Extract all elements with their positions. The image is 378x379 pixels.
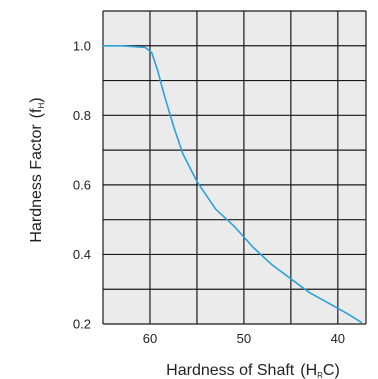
y-tick-labels: 0.2 0.4 0.6 0.8 1.0 xyxy=(73,38,91,331)
y-tick-label: 0.2 xyxy=(73,317,91,332)
y-tick-label: 0.4 xyxy=(73,247,91,262)
plot-background xyxy=(103,11,366,324)
x-tick-label: 50 xyxy=(237,331,251,346)
x-tick-label: 60 xyxy=(143,331,157,346)
x-axis-title: Hardness of Shaft (HRC) xyxy=(166,362,340,379)
x-tick-labels: 60 50 40 xyxy=(143,331,345,346)
y-tick-label: 1.0 xyxy=(73,38,91,53)
grid xyxy=(102,10,367,325)
y-axis-title: Hardness Factor(fH) xyxy=(28,97,46,242)
plot-area xyxy=(103,11,366,324)
y-tick-label: 0.6 xyxy=(73,177,91,192)
y-tick-label: 0.8 xyxy=(73,108,91,123)
series-layer xyxy=(102,45,363,324)
series-line-0 xyxy=(102,45,363,324)
x-tick-label: 40 xyxy=(331,331,345,346)
